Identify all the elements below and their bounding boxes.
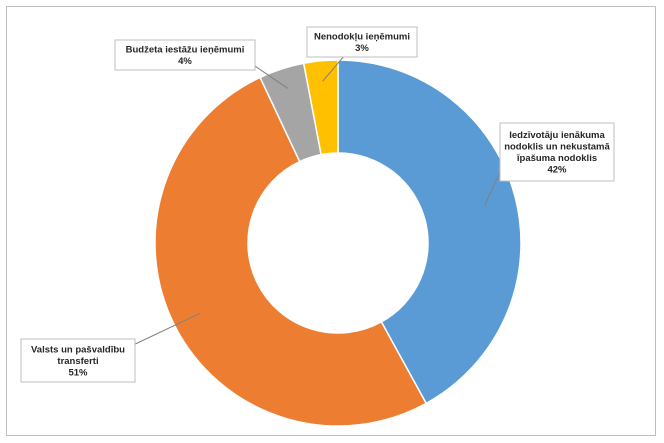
donut-slice-3 — [302, 59, 339, 156]
leader-line-3 — [322, 54, 346, 82]
data-label-category-1: Valsts un pašvaldību — [31, 344, 125, 355]
data-label-category-0: nodoklis un nekustamā — [504, 142, 610, 153]
data-label-category-1: transferti — [57, 356, 98, 367]
leader-line-1 — [128, 312, 201, 348]
data-label-category-2: Budžeta iestāžu ieņēmumi — [126, 45, 245, 56]
slices-group — [154, 59, 522, 427]
data-label-box-3 — [306, 26, 418, 58]
data-label-value-1: 51% — [68, 367, 88, 378]
data-label-box-1 — [20, 338, 136, 383]
data-label-category-3: Nenodokļu ieņēmumi — [314, 32, 410, 43]
data-label-box-0 — [499, 122, 615, 182]
data-label-category-0: īpašuma nodoklis — [516, 153, 597, 164]
data-label-value-2: 4% — [178, 56, 192, 67]
donut-slice-0 — [337, 59, 522, 405]
chart-frame: Iedzīvotāju ienākuma nodoklis un nekustam… — [6, 6, 656, 436]
data-label-category-0: Iedzīvotāju ienākuma — [509, 130, 605, 141]
data-label-value-3: 3% — [355, 43, 369, 54]
data-label-box-2 — [114, 39, 256, 71]
data-label-value-0: 42% — [547, 165, 567, 176]
donut-slice-1 — [154, 76, 428, 427]
